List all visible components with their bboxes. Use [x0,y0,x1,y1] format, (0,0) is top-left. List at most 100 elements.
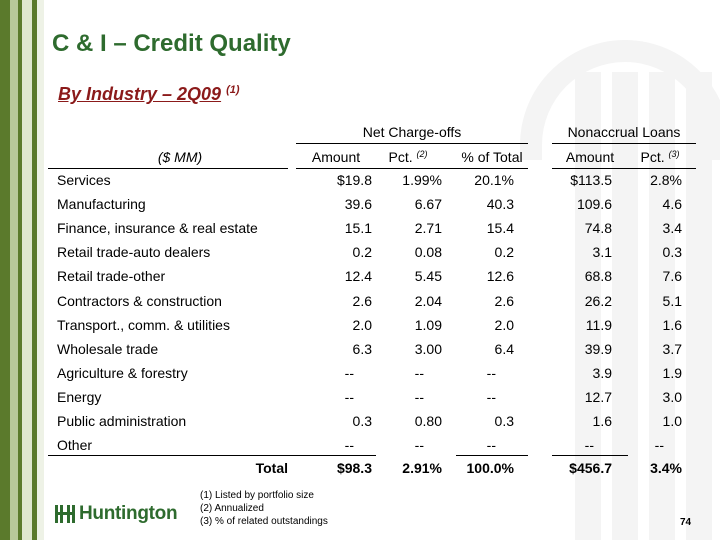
decor-stripe [37,0,44,540]
logo-text: Huntington [79,503,178,524]
column-header: Pct. (3) [640,149,680,165]
units-label: ($ MM) [157,149,203,165]
row-label: Manufacturing [57,196,146,213]
footnote: (2) Annualized [200,503,264,514]
subtitle-note: (1) [226,84,240,96]
row-label: Contractors & construction [57,292,222,309]
total-cell: 2.91% [402,460,442,476]
table-cell: 2.6 [494,292,514,309]
table-cell: 6.67 [414,196,442,213]
watermark-band [686,72,712,540]
row-label: Finance, insurance & real estate [57,220,258,237]
footnote: (1) Listed by portfolio size [200,490,314,501]
table-cell: -- [414,437,424,454]
table-cell: -- [414,364,424,381]
table-cell: 1.6 [592,413,612,429]
table-cell: 39.6 [344,196,372,213]
total-cell: 100.0% [466,460,514,476]
decor-stripe [0,0,10,540]
table-cell: 15.4 [486,220,514,237]
table-cell: 26.2 [584,292,612,309]
table-cell: 2.8% [650,172,682,188]
table-cell: 0.3 [352,413,372,429]
table-cell: $113.5 [570,172,612,188]
table-cell: 0.2 [494,244,514,261]
row-label: Retail trade-auto dealers [57,244,211,261]
table-cell: 0.3 [494,413,514,429]
table-cell: 40.3 [486,196,514,213]
watermark-band [575,72,601,540]
logo-mark-icon [54,503,76,525]
footnote: (3) % of related outstandings [200,516,328,527]
table-cell: 1.0 [662,413,682,429]
column-header: Amount [565,149,615,165]
table-cell: 2.71 [414,220,442,237]
header-rule [552,168,696,169]
column-header: % of Total [461,149,523,165]
table-cell: -- [344,437,354,454]
subtitle-text: By Industry – 2Q09 [58,84,222,104]
total-cell: 3.4% [650,460,682,476]
table-cell: 1.09 [414,316,442,333]
table-cell: 109.6 [576,196,612,213]
table-cell: 6.4 [494,340,514,357]
row-label: Public administration [57,413,187,429]
row-label: Other [57,437,93,454]
table-cell: -- [344,388,354,405]
table-cell: 15.1 [344,220,372,237]
row-label: Services [57,172,111,188]
table-cell: 11.9 [585,316,612,333]
row-label: Retail trade-other [57,268,166,285]
table-cell: 1.6 [662,316,682,333]
table-cell: -- [486,364,496,381]
table-cell: 3.0 [662,388,682,405]
page-number: 74 [680,517,692,528]
table-cell: 20.1% [474,172,514,188]
decor-stripe [22,0,32,540]
table-cell: 0.08 [414,244,442,261]
row-label: Energy [57,388,102,405]
header-rule [296,168,528,169]
table-cell: 12.4 [344,268,372,285]
table-cell: 2.04 [414,292,442,309]
table-cell: -- [414,388,424,405]
table-cell: $19.8 [336,172,372,188]
row-label: Agriculture & forestry [57,364,188,381]
table-cell: 3.1 [592,244,612,261]
table-cell: 68.8 [584,268,612,285]
table-cell: 3.7 [662,340,682,357]
header-rule [48,168,288,169]
total-rule [552,455,628,456]
group-header-rule [296,143,528,144]
group-header-nonaccrual-loans: Nonaccrual Loans [567,124,681,140]
decor-stripe [18,0,22,540]
total-label: Total [255,460,288,476]
column-header: Amount [311,149,361,165]
table-cell: -- [584,437,594,454]
column-header: Pct. (2) [388,149,428,165]
total-rule [456,455,528,456]
table-cell: 2.0 [352,316,372,333]
watermark-band [649,72,675,540]
table-cell: -- [654,437,664,454]
row-label: Transport., comm. & utilities [57,316,230,333]
decor-stripe [32,0,37,540]
table-cell: -- [486,437,496,454]
table-cell: 5.45 [414,268,442,285]
table-cell: 3.4 [662,220,682,237]
table-cell: 12.7 [584,388,612,405]
table-cell: 0.80 [414,413,442,429]
table-cell: 4.6 [662,196,682,213]
row-label: Wholesale trade [57,340,159,357]
table-cell: 3.9 [592,364,612,381]
total-cell: $98.3 [336,460,372,476]
decor-stripe [10,0,18,540]
table-cell: 6.3 [352,340,372,357]
page-title: C & I – Credit Quality [52,30,291,57]
watermark-band [612,72,638,540]
table-cell: 5.1 [662,292,682,309]
table-cell: 74.8 [584,220,612,237]
huntington-logo: Huntington [54,501,178,527]
table-cell: -- [344,364,354,381]
table-cell: 0.3 [662,244,682,261]
